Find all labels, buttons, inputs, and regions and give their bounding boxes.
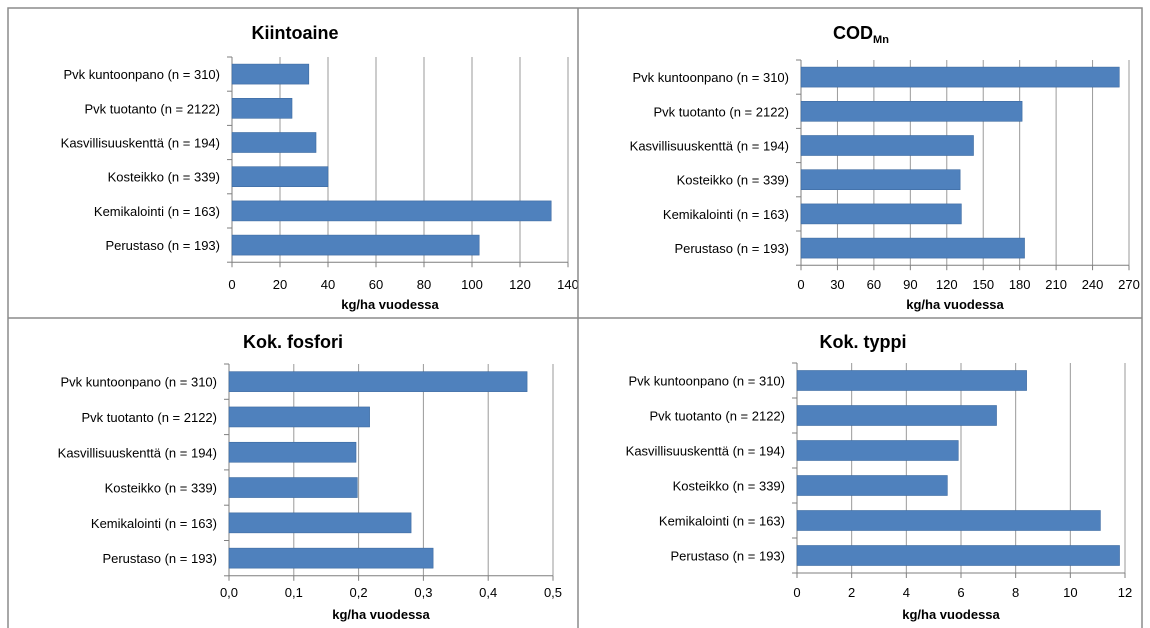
x-tick-label: 0,5 [544,585,562,600]
bar [796,440,959,461]
x-tick-label: 20 [273,277,287,292]
chart-panel-1: 0 20 40 60 80 100 120 140 Pvk kuntoonpano (n = 3… [61,23,579,312]
category-label: Kosteikko (n = 339) [108,170,220,185]
x-tick-label: 0 [228,277,235,292]
category-label: Pvk tuotanto (n = 2122) [653,104,789,119]
x-tick-label: 90 [903,277,917,292]
chart-title: Kok. fosfori [243,332,343,352]
x-tick-label: 60 [867,277,881,292]
category-label: Perustaso (n = 193) [105,238,220,253]
bar [800,66,1120,88]
category-label: Pvk tuotanto (n = 2122) [649,409,785,424]
chart-title: CODMn [833,23,889,46]
bar [228,547,434,569]
bar [231,132,317,153]
bar [231,63,310,85]
category-label: Kosteikko (n = 339) [677,173,789,188]
category-label: Kemikalointi (n = 163) [659,514,785,529]
x-tick-label: 100 [461,277,483,292]
category-label: Kosteikko (n = 339) [673,479,785,494]
x-tick-label: 6 [957,585,964,600]
category-label: Pvk tuotanto (n = 2122) [81,410,217,425]
bar [231,200,552,222]
bar [796,510,1101,531]
chart-panel-4: 0 2 4 6 8 10 12 Pvk kuntoonpano (n = 310) Pvk tu… [626,332,1133,622]
x-tick-label: 0 [793,585,800,600]
x-tick-label: 0,0 [220,585,238,600]
bar [796,370,1027,391]
category-label: Perustaso (n = 193) [674,241,789,256]
bar [796,405,997,426]
bar [231,234,480,256]
x-tick-label: 30 [830,277,844,292]
x-tick-label: 150 [972,277,994,292]
x-tick-label: 210 [1045,277,1067,292]
bar [800,203,962,225]
category-label: Kasvillisuuskenttä (n = 194) [61,136,220,151]
chart-panel-2: 0 30 60 90 120 150 180 210 240 270 Pvk kuntoonpano… [630,23,1140,312]
x-tick-label: 80 [417,277,431,292]
x-tick-label: 240 [1082,277,1104,292]
category-label: Perustaso (n = 193) [670,549,785,564]
bar [228,477,358,498]
bar [228,371,528,392]
bar [228,406,370,428]
x-tick-label: 2 [848,585,855,600]
x-tick-label: 0,2 [350,585,368,600]
category-label: Pvk kuntoonpano (n = 310) [64,67,220,82]
x-tick-label: 120 [936,277,958,292]
category-label: Kemikalointi (n = 163) [91,516,217,531]
bar [796,545,1120,566]
category-label: Kasvillisuuskenttä (n = 194) [58,445,217,460]
x-tick-label: 40 [321,277,335,292]
x-tick-label: 180 [1009,277,1031,292]
category-label: Pvk kuntoonpano (n = 310) [61,375,217,390]
bar [231,98,293,119]
x-tick-label: 120 [509,277,531,292]
figure-border [7,7,1143,628]
x-tick-label: 12 [1118,585,1132,600]
x-tick-label: 140 [557,277,579,292]
chart-panel-3: 0,0 0,1 0,2 0,3 0,4 0,5 Pvk kuntoonpano (n = 3… [58,332,562,622]
category-label: Pvk kuntoonpano (n = 310) [629,374,785,389]
x-tick-label: 60 [369,277,383,292]
x-tick-label: 10 [1063,585,1077,600]
category-label: Pvk tuotanto (n = 2122) [84,101,220,116]
bar [800,135,974,156]
bar [800,101,1023,122]
chart-title: Kiintoaine [251,23,338,43]
chart-title: Kok. typpi [819,332,906,352]
category-label: Kasvillisuuskenttä (n = 194) [630,139,789,154]
x-axis-label: kg/ha vuodessa [902,607,1000,622]
x-tick-label: 8 [1012,585,1019,600]
category-label: Pvk kuntoonpano (n = 310) [633,70,789,85]
bar [796,475,948,496]
bar [231,166,329,187]
bar [800,169,961,190]
category-label: Kasvillisuuskenttä (n = 194) [626,444,785,459]
x-tick-label: 0,1 [285,585,303,600]
category-label: Kosteikko (n = 339) [105,481,217,496]
category-label: Kemikalointi (n = 163) [94,204,220,219]
bar [228,512,412,534]
x-tick-label: 0,4 [479,585,497,600]
category-label: Kemikalointi (n = 163) [663,207,789,222]
x-axis-label: kg/ha vuodessa [341,297,439,312]
x-axis-label: kg/ha vuodessa [906,297,1004,312]
x-tick-label: 270 [1118,277,1140,292]
x-tick-label: 0 [797,277,804,292]
x-tick-label: 4 [903,585,910,600]
x-axis-label: kg/ha vuodessa [332,607,430,622]
bar [800,237,1025,259]
bar [228,441,357,463]
category-label: Perustaso (n = 193) [102,551,217,566]
x-tick-label: 0,3 [414,585,432,600]
